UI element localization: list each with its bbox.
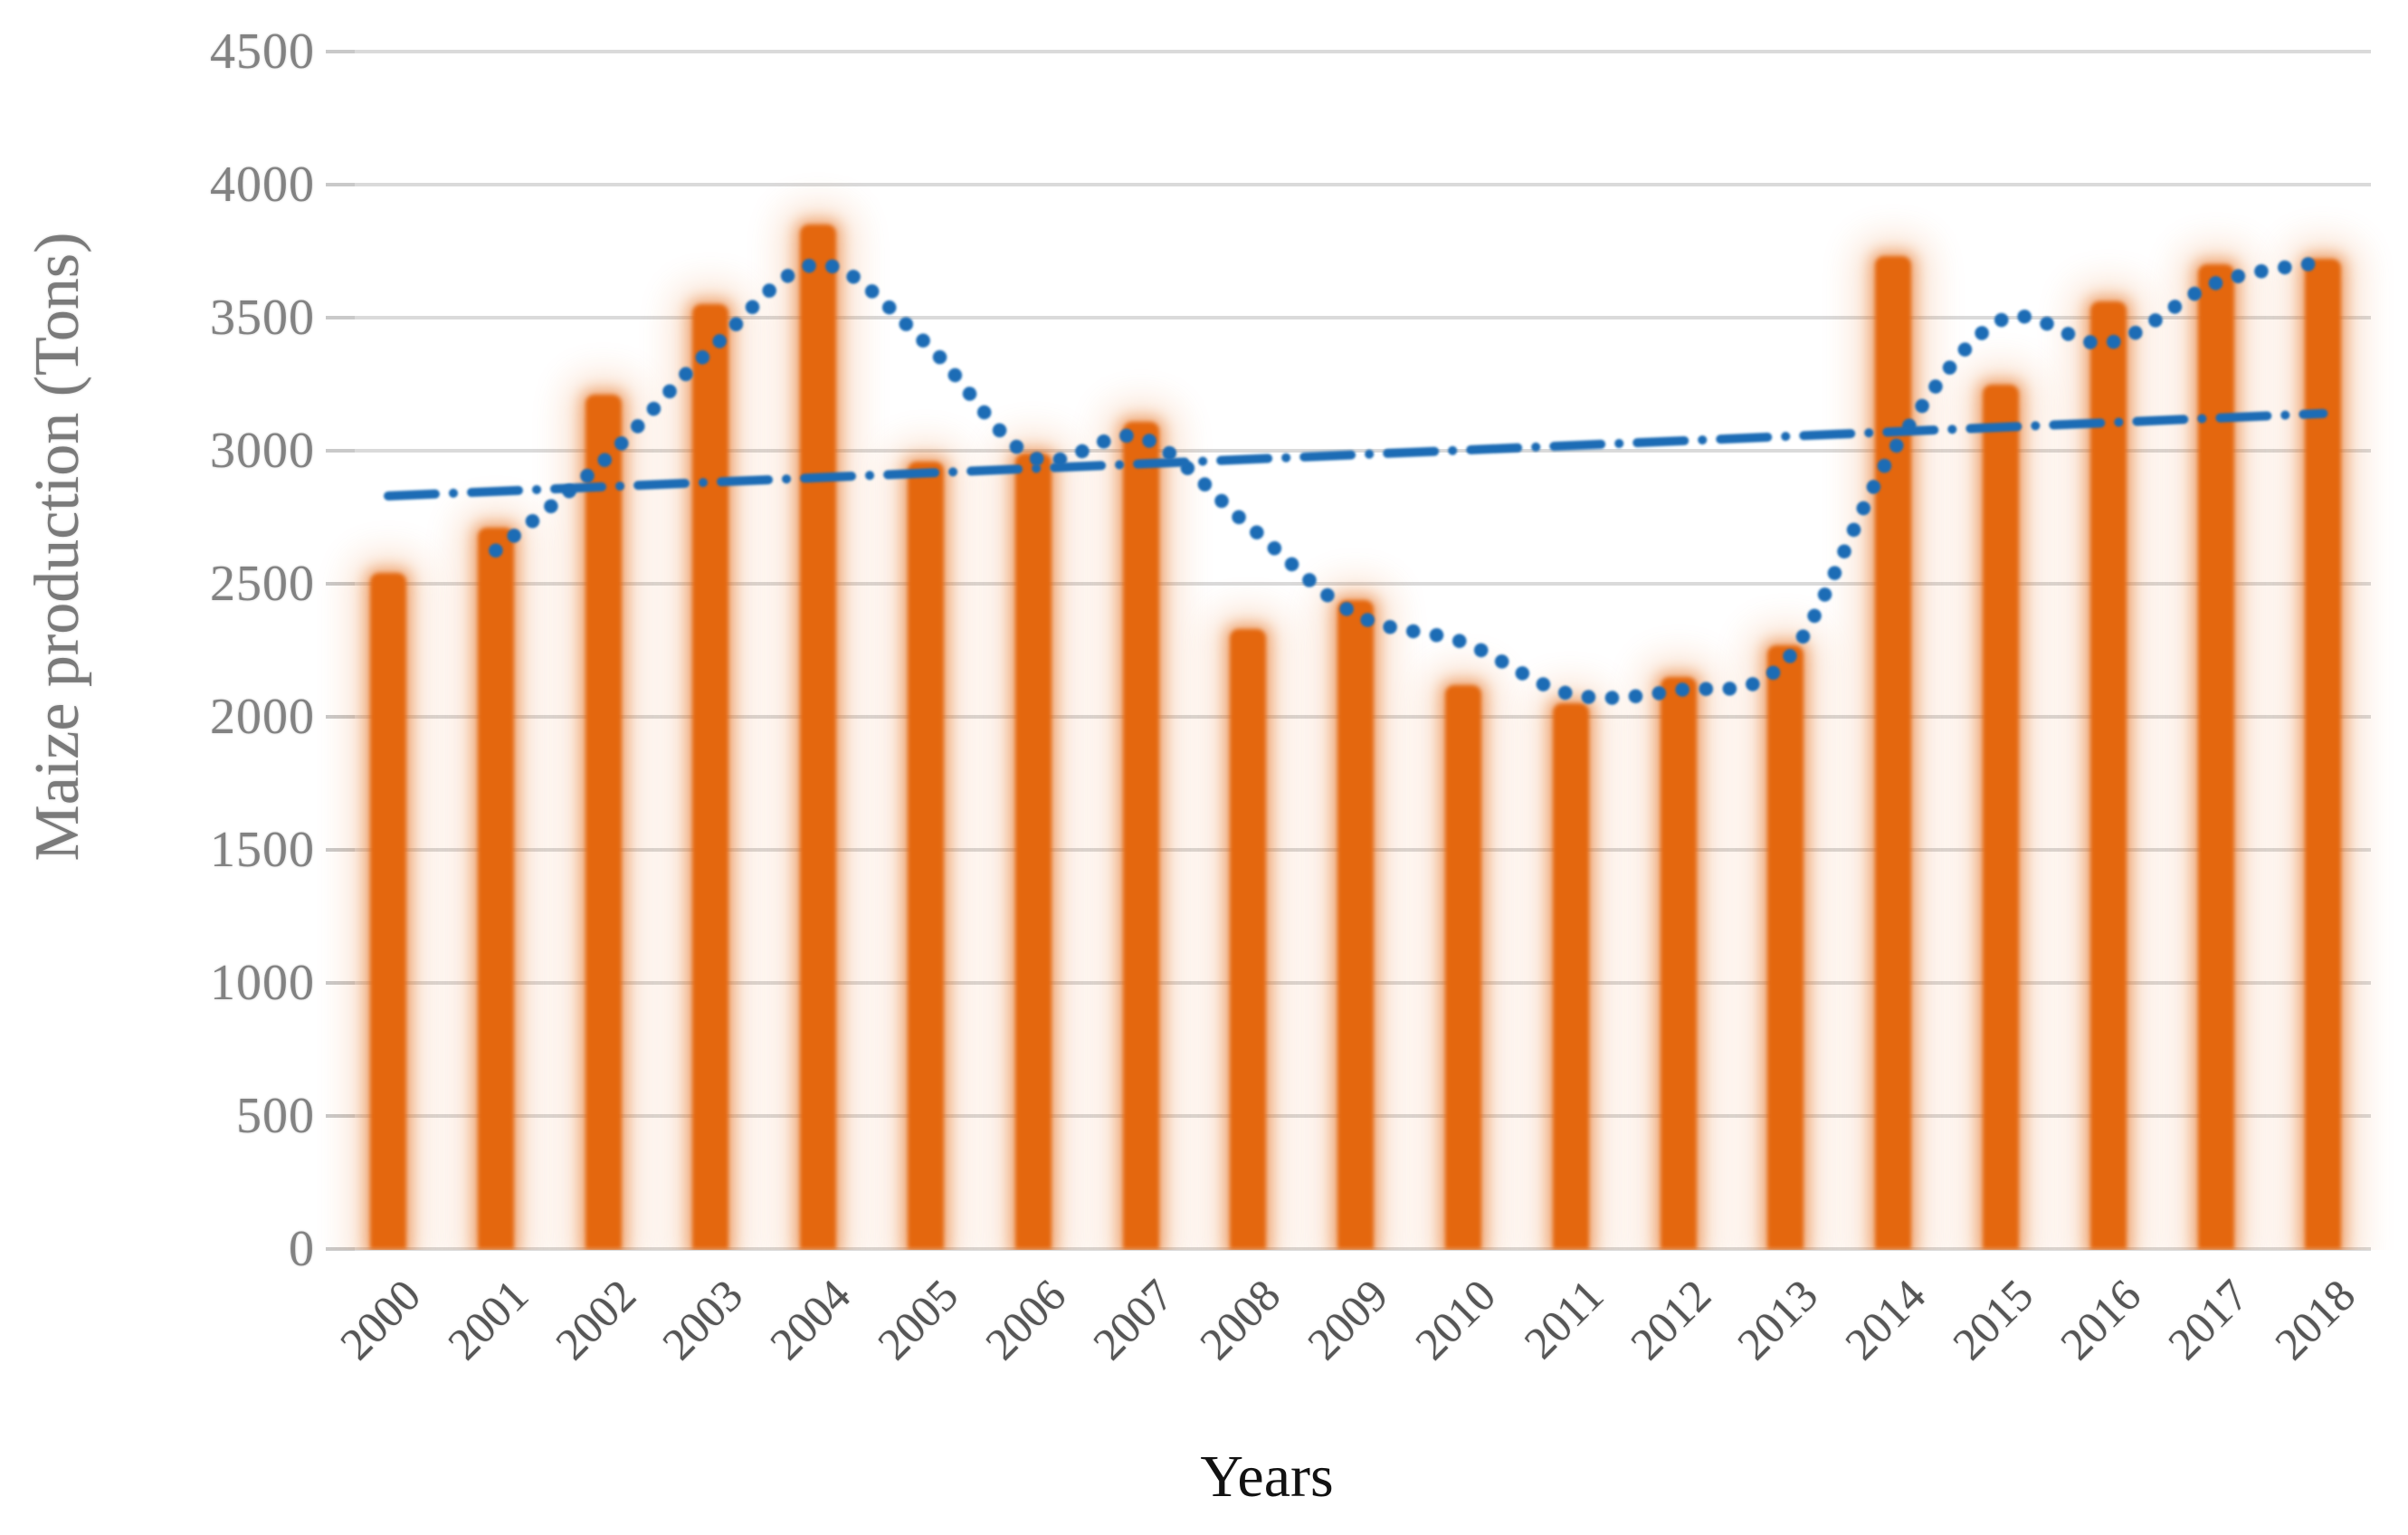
gridline-2500 xyxy=(348,582,2371,586)
gridline-4500 xyxy=(348,50,2371,53)
y-tick-label-4000: 4000 xyxy=(210,157,315,213)
bars-layer xyxy=(370,224,2342,1249)
y-tick-mark-3500 xyxy=(326,316,355,319)
bar-2004 xyxy=(800,224,837,1249)
y-tick-label-0: 0 xyxy=(289,1221,315,1277)
dash-dot-trend-line xyxy=(384,408,2328,501)
y-tick-label-1000: 1000 xyxy=(210,955,315,1011)
x-axis-title: Years xyxy=(1200,1444,1334,1510)
y-tick-mark-1500 xyxy=(326,848,355,852)
bar-2017 xyxy=(2197,264,2234,1249)
y-tick-label-4500: 4500 xyxy=(210,24,315,80)
y-tick-label-500: 500 xyxy=(236,1088,315,1144)
bar-2018 xyxy=(2305,259,2342,1249)
bar-2015 xyxy=(1983,384,2019,1249)
gridline-0 xyxy=(348,1247,2371,1251)
bar-2011 xyxy=(1552,703,1589,1249)
y-tick-label-1500: 1500 xyxy=(210,822,315,878)
bar-2000 xyxy=(370,573,406,1249)
bar-2009 xyxy=(1337,599,1375,1249)
y-tick-mark-2500 xyxy=(326,582,355,586)
y-axis-title: Maize production (Tons) xyxy=(23,232,92,862)
bar-2003 xyxy=(692,304,729,1249)
y-tick-mark-3000 xyxy=(326,449,355,453)
y-tick-mark-2000 xyxy=(326,715,355,719)
y-tick-mark-500 xyxy=(326,1114,355,1118)
bar-2016 xyxy=(2089,301,2127,1249)
y-tick-mark-1000 xyxy=(326,981,355,985)
bar-2005 xyxy=(908,461,944,1249)
gridline-4000 xyxy=(348,183,2371,186)
bar-2002 xyxy=(585,395,622,1249)
bar-2013 xyxy=(1767,644,1804,1249)
y-tick-mark-0 xyxy=(326,1247,355,1251)
bar-2012 xyxy=(1660,676,1697,1249)
bar-2006 xyxy=(1014,453,1052,1249)
y-tick-label-2000: 2000 xyxy=(210,689,315,745)
bar-2001 xyxy=(477,528,514,1249)
dotted-moving-average-line xyxy=(489,254,2331,705)
bar-2007 xyxy=(1122,421,1159,1249)
bar-2008 xyxy=(1230,628,1267,1249)
y-tick-mark-4500 xyxy=(326,50,355,53)
y-tick-label-2500: 2500 xyxy=(210,556,315,612)
y-tick-label-3000: 3000 xyxy=(210,423,315,479)
gridline-3500 xyxy=(348,316,2371,319)
gridline-3000 xyxy=(348,449,2371,453)
bar-2010 xyxy=(1445,684,1481,1249)
y-tick-label-3500: 3500 xyxy=(210,290,315,346)
y-tick-mark-4000 xyxy=(326,183,355,186)
